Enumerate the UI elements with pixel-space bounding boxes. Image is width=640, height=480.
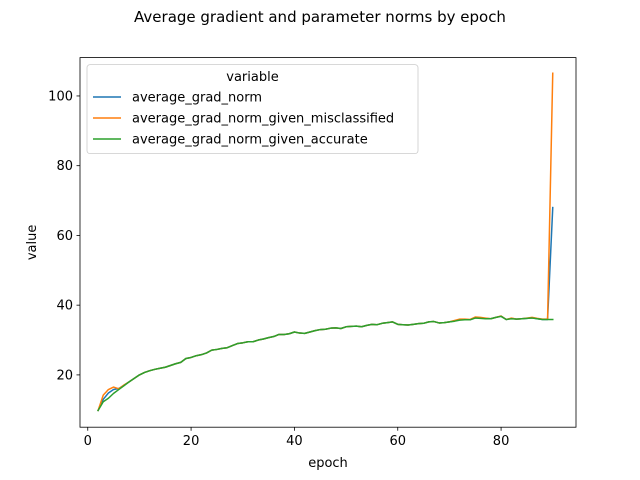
legend-label-average-grad-norm-given-misclassified: average_grad_norm_given_misclassified	[132, 112, 394, 127]
x-axis-label: epoch	[308, 456, 348, 471]
x-tick-label: 40	[286, 434, 303, 449]
y-tick-label: 60	[56, 229, 73, 244]
y-tick-label: 80	[56, 159, 73, 174]
y-axis: 20 40 60 80 100	[48, 89, 80, 383]
x-tick-label: 0	[84, 434, 92, 449]
legend-title: variable	[226, 70, 278, 85]
chart-title: Average gradient and parameter norms by …	[134, 8, 506, 26]
x-tick-label: 60	[389, 434, 406, 449]
x-axis: 0 20 40 60 80	[84, 427, 510, 449]
y-tick-label: 40	[56, 299, 73, 314]
y-tick-label: 100	[48, 89, 73, 104]
legend-entries: average_grad_norm average_grad_norm_given…	[93, 91, 394, 148]
series-line-average-grad-norm-given-accurate	[97, 315, 554, 412]
legend-label-average-grad-norm-given-accurate: average_grad_norm_given_accurate	[132, 133, 368, 148]
axes-layer	[79, 57, 577, 428]
legend-label-average-grad-norm: average_grad_norm	[132, 91, 262, 106]
legend-frame	[86, 64, 419, 154]
x-tick-label: 20	[183, 434, 200, 449]
x-tick-label: 80	[493, 434, 510, 449]
axes-frame	[79, 57, 577, 428]
y-axis-label: value	[25, 225, 40, 261]
series-layer	[97, 72, 554, 412]
y-tick-label: 20	[56, 368, 73, 383]
legend: variable average_grad_normaverage_grad_n…	[86, 64, 419, 154]
